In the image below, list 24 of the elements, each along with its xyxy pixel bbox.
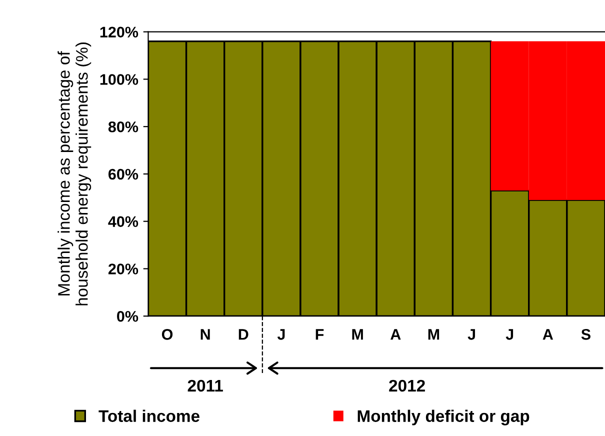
y-tick-label: 60%	[108, 168, 138, 180]
legend-label: Monthly deficit or gap	[358, 410, 530, 426]
x-tick-label: M	[428, 329, 440, 340]
text: 2012	[389, 380, 425, 392]
y-tick-label: 20%	[108, 264, 138, 274]
x-tick-label: N	[200, 329, 210, 340]
y-tick-label: 40%	[108, 216, 138, 228]
y-tick-label: 120%	[100, 26, 138, 38]
x-tick-label: A	[390, 329, 401, 340]
x-tick-label: F	[316, 329, 324, 340]
x-tick-label: J	[277, 329, 285, 340]
x-tick-label: M	[352, 329, 363, 340]
x-tick-label: O	[162, 329, 173, 340]
x-tick-label: J	[468, 329, 475, 340]
text: 2011	[188, 380, 223, 392]
x-tick-label: D	[238, 329, 248, 340]
legend-label: Total income	[98, 410, 200, 422]
y-axis-title: Monthly income as percentage of household energy requirements (%)	[58, 42, 92, 306]
y-tick-label: 0%	[117, 310, 138, 322]
x-tick-label: J	[506, 329, 514, 340]
y-tick-label: 80%	[108, 121, 138, 132]
x-tick-label: A	[542, 329, 554, 340]
y-tick-label: 100%	[100, 74, 138, 85]
x-tick-label: S	[581, 329, 590, 340]
